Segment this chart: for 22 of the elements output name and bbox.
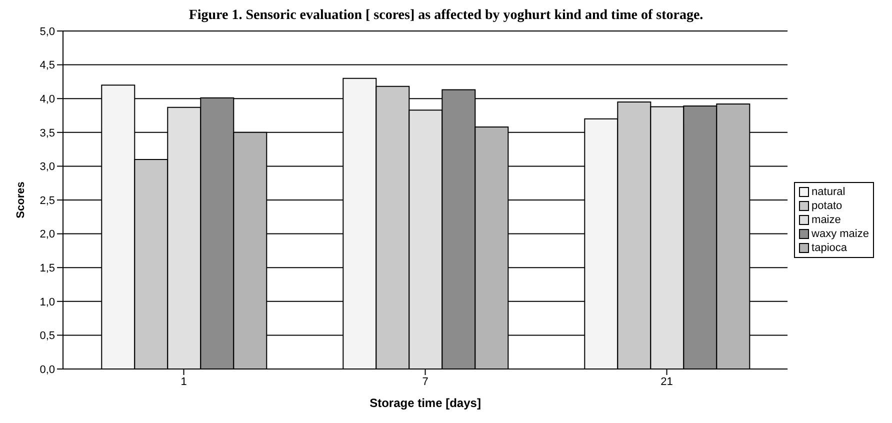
legend-label: waxy maize xyxy=(812,227,869,241)
legend-label: maize xyxy=(812,213,841,227)
y-tick-label: 1,5 xyxy=(40,262,55,275)
legend-label: natural xyxy=(812,185,846,199)
x-axis-title: Storage time [days] xyxy=(370,396,481,410)
y-tick-label: 3,5 xyxy=(40,127,55,140)
x-tick-label: 1 xyxy=(180,376,187,388)
y-tick-label: 2,0 xyxy=(40,228,55,241)
x-tick-label: 7 xyxy=(422,376,428,388)
y-tick-label: 2,5 xyxy=(40,194,55,207)
y-tick-label: 5,0 xyxy=(40,26,55,38)
y-tick-label: 1,0 xyxy=(40,296,55,308)
legend-label: tapioca xyxy=(812,241,848,255)
y-tick-label: 3,0 xyxy=(40,161,55,174)
y-axis-title: Scores xyxy=(14,182,27,218)
chart-title: Figure 1. Sensoric evaluation [ scores] as affected by yoghurt kind and time of storage. xyxy=(188,8,704,25)
y-tick-label: 0,0 xyxy=(40,364,55,376)
y-tick-label: 0,5 xyxy=(40,330,55,342)
y-tick-label: 4,0 xyxy=(40,94,55,106)
x-tick-label: 21 xyxy=(660,376,673,388)
legend-label: potato xyxy=(812,199,842,213)
y-tick-label: 4,5 xyxy=(40,60,55,72)
